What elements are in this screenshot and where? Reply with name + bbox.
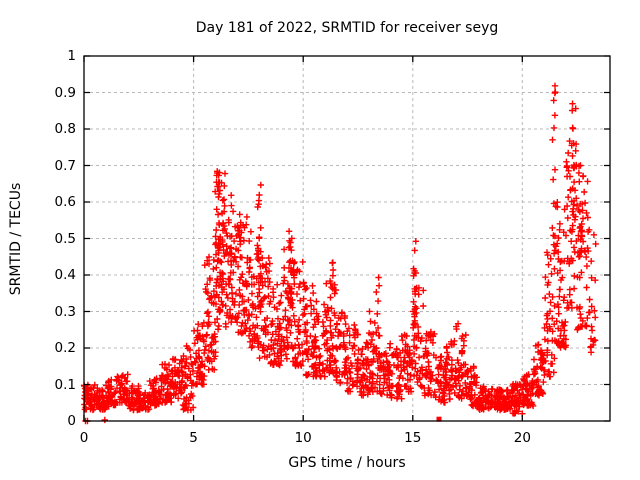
x-tick-label: 20 xyxy=(513,430,531,446)
y-tick-label: 0.9 xyxy=(54,84,76,101)
y-tick-label: 0.5 xyxy=(54,230,76,247)
y-tick-label: 0.6 xyxy=(54,194,76,210)
scatter-points xyxy=(80,82,599,425)
y-tick-label: 0.2 xyxy=(54,340,76,356)
plot-border xyxy=(83,55,611,422)
grid-lines xyxy=(84,56,610,421)
y-tick-label: 0.8 xyxy=(54,121,76,137)
y-tick-label: 1 xyxy=(67,48,76,64)
x-tick-label: 5 xyxy=(189,430,198,446)
y-tick-label: 0.1 xyxy=(54,376,76,393)
square-marker xyxy=(436,416,442,422)
x-tick-label: 15 xyxy=(404,430,422,446)
y-tick-label: 0 xyxy=(67,413,76,429)
x-axis-label: GPS time / hours xyxy=(288,455,406,471)
y-tick-label: 0.4 xyxy=(54,267,76,283)
y-tick-label: 0.3 xyxy=(54,303,76,320)
chart-title: Day 181 of 2022, SRMTID for receiver sey… xyxy=(195,20,499,36)
x-tick-label: 10 xyxy=(294,430,312,446)
y-tick-label: 0.7 xyxy=(54,157,76,174)
x-tick-label: 0 xyxy=(79,430,89,446)
